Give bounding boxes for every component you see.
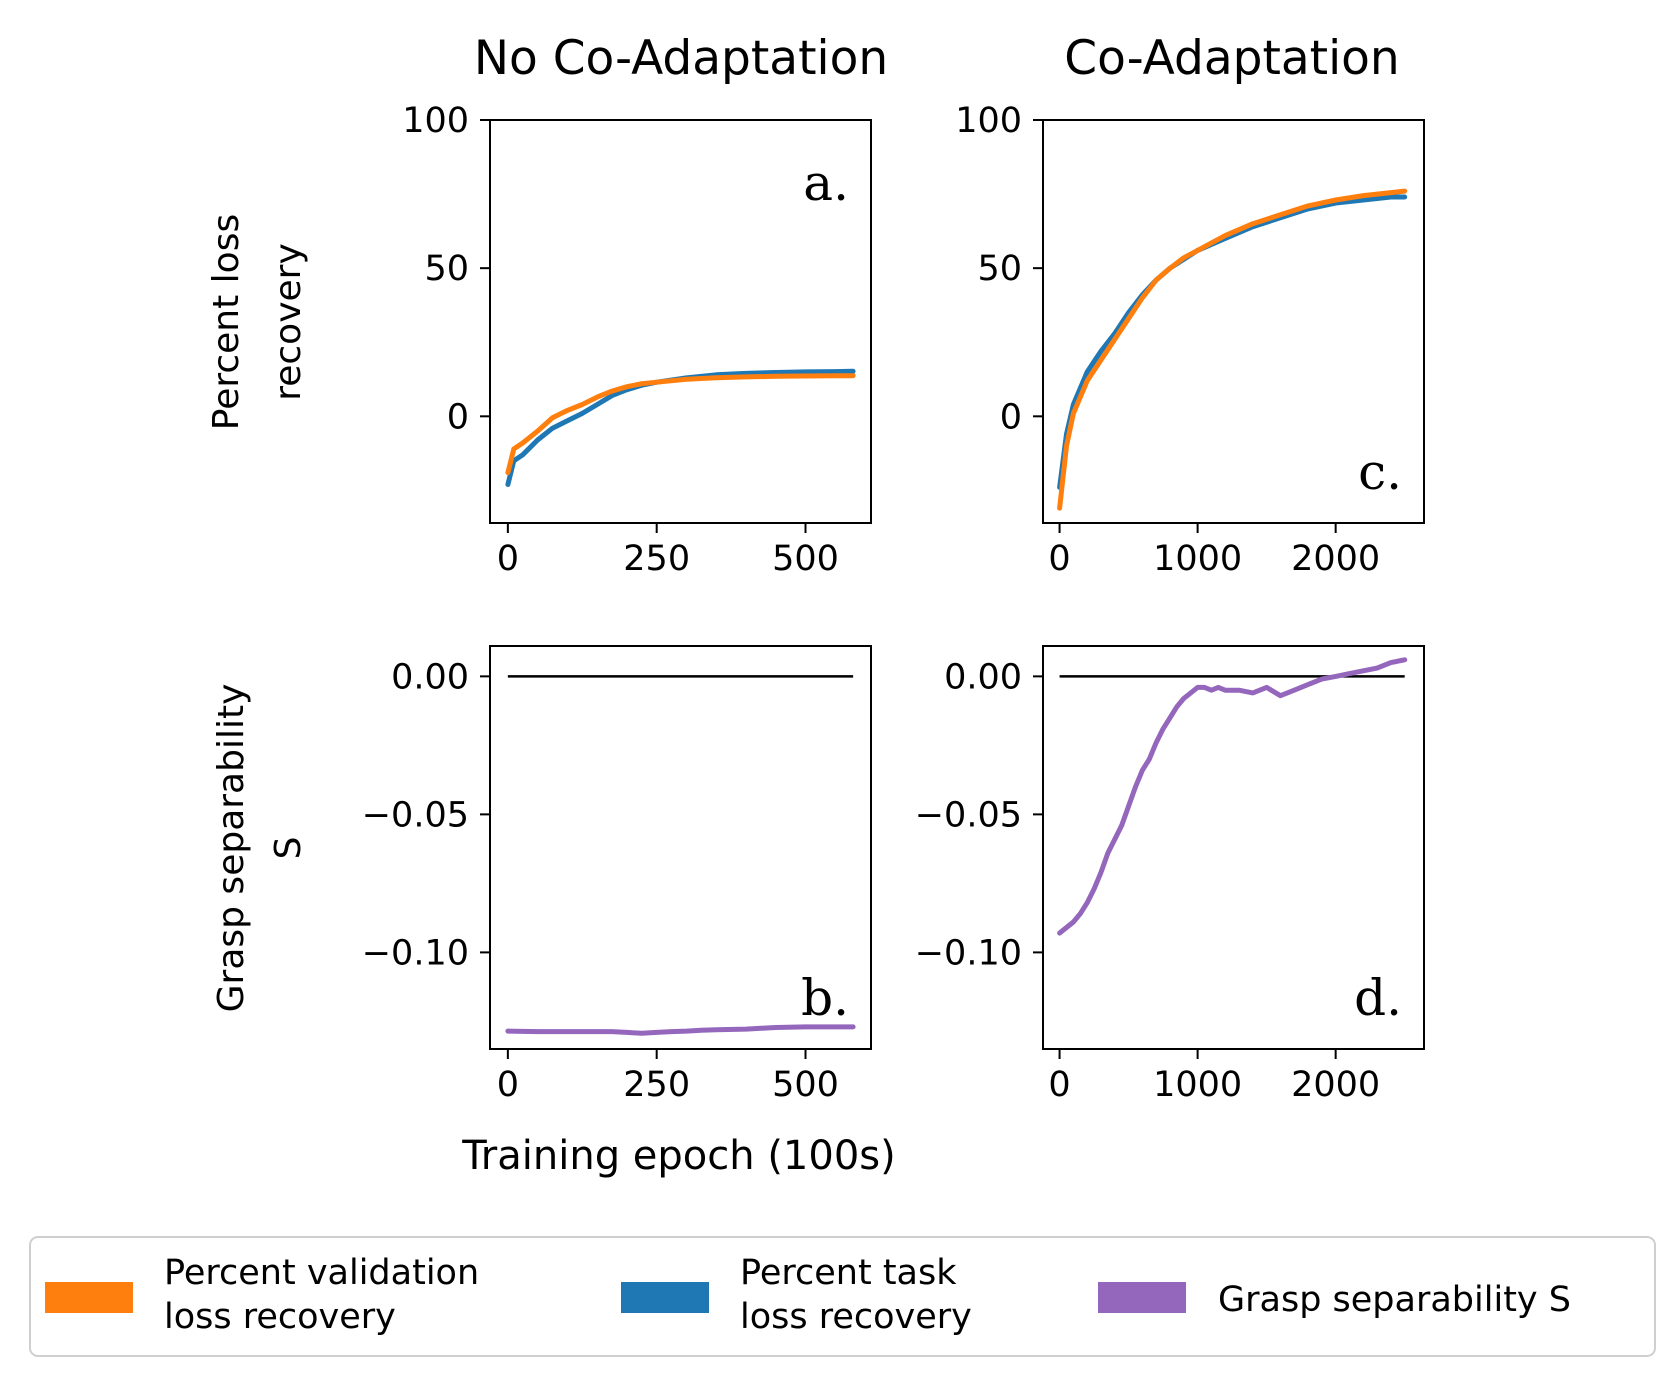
ylabel-top-line2: recovery (268, 243, 309, 401)
x-tick-label: 0 (497, 1065, 519, 1105)
ylabel-bottom-line1: Grasp separability (211, 684, 252, 1013)
axes-frame (489, 645, 872, 1050)
y-tick-label: −0.10 (915, 933, 1022, 973)
legend-label-grasp: Grasp separability S (1218, 1280, 1571, 1320)
ylabel-top-line1: Percent loss (206, 214, 247, 430)
series-line-percent-task-loss-recovery (505, 368, 856, 487)
x-tick-label: 500 (772, 1065, 839, 1105)
x-tick-label: 0 (497, 539, 519, 579)
axes-frame (489, 119, 872, 524)
x-tick-label: 0 (1048, 1065, 1070, 1105)
series-line-percent-validation-loss-recovery (1057, 188, 1408, 511)
panel-a: 0 250 500 0 50 100 a. (402, 101, 872, 579)
y-tick-label: 50 (424, 249, 469, 289)
panel-label-b: b. (801, 969, 849, 1027)
x-tick-label: 250 (623, 1065, 690, 1105)
panel-label-a: a. (803, 154, 849, 212)
panel-b: 0 250 500 0.00 −0.05 −0.10 b. (362, 645, 872, 1105)
legend-frame (29, 1236, 1656, 1357)
y-tick-label: 0 (447, 397, 469, 437)
x-tick-label: 250 (623, 539, 690, 579)
column-title-no-coadaptation: No Co-Adaptation (474, 31, 888, 86)
y-tick-label: 0.00 (391, 657, 469, 697)
y-tick-label: −0.05 (362, 795, 469, 835)
x-tick-label: 1000 (1153, 1065, 1242, 1105)
ylabel-bottom-line2: S (268, 837, 309, 860)
xlabel-bottom-left: Training epoch (100s) (461, 1133, 895, 1179)
x-tick-label: 1000 (1153, 539, 1242, 579)
legend: Percent validation loss recovery Percent… (29, 1236, 1656, 1357)
y-tick-label: −0.05 (915, 795, 1022, 835)
y-tick-label: 100 (402, 101, 469, 141)
x-tick-label: 0 (1048, 539, 1070, 579)
y-tick-label: 50 (977, 249, 1022, 289)
legend-label-task-line2: loss recovery (740, 1297, 972, 1337)
series-line-percent-validation-loss-recovery (505, 373, 856, 476)
legend-label-task-line1: Percent task (740, 1253, 957, 1293)
panel-label-d: d. (1354, 969, 1402, 1027)
series-line-grasp-separability-s (505, 1024, 856, 1036)
legend-label-validation-line1: Percent validation (164, 1253, 479, 1293)
x-tick-label: 500 (772, 539, 839, 579)
y-tick-label: 100 (955, 101, 1022, 141)
legend-swatch-validation (45, 1282, 133, 1313)
panel-c: 0 1000 2000 0 50 100 c. (955, 101, 1425, 579)
column-title-coadaptation: Co-Adaptation (1064, 31, 1399, 86)
panel-d: 0 1000 2000 0.00 −0.05 −0.10 d. (915, 645, 1425, 1105)
axes-frame (1042, 645, 1425, 1050)
axes-frame (1042, 119, 1425, 524)
x-tick-label: 2000 (1291, 1065, 1380, 1105)
legend-label-validation-line2: loss recovery (164, 1297, 396, 1337)
y-tick-label: −0.10 (362, 933, 469, 973)
y-tick-label: 0.00 (944, 657, 1022, 697)
legend-swatch-grasp (1098, 1282, 1186, 1313)
x-tick-label: 2000 (1291, 539, 1380, 579)
y-tick-label: 0 (1000, 397, 1022, 437)
legend-swatch-task (621, 1282, 709, 1313)
panel-label-c: c. (1358, 443, 1402, 501)
series-line-grasp-separability-s (1057, 657, 1408, 936)
